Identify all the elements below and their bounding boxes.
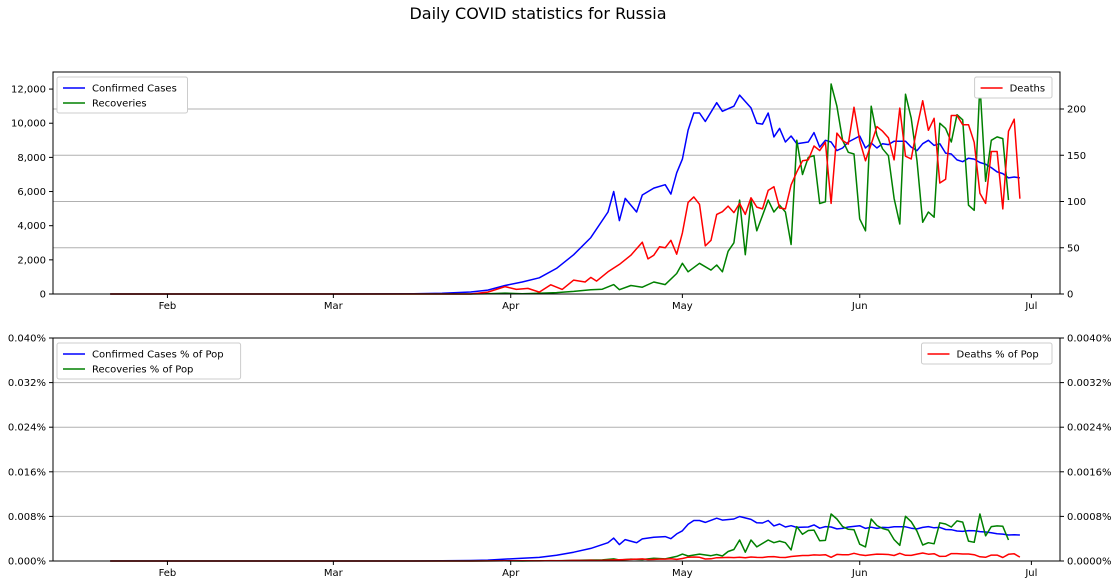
x-tick-label: Feb (159, 568, 177, 579)
series-line-confirmed-cases-of-pop (110, 515, 1020, 562)
legend-box (56, 76, 188, 114)
x-tick-label: Jul (1024, 301, 1037, 312)
top-panel: Feb Mar Apr May Jun Jul 0 2,000 4,000 6,000 8,000 1… (11, 71, 1086, 312)
series-line-deaths (110, 99, 1021, 295)
x-tick-label: May (672, 301, 693, 312)
legend-left: Confirmed Cases % of Pop Recoveries % of … (56, 342, 242, 380)
y-left-tick-label: 0.016% (8, 467, 46, 478)
series-line-confirmed-cases (110, 94, 1021, 295)
y-left-tick-label: 10,000 (11, 119, 46, 130)
y-left-tick-label: 0.000% (8, 557, 46, 568)
y-right-tick-label: 50 (1067, 243, 1080, 254)
x-tick-label: Mar (324, 301, 344, 312)
legend-label-recoveries: Recoveries (92, 99, 147, 110)
y-right-tick-label: 0.0032% (1067, 378, 1112, 389)
x-tick-label: Jun (851, 301, 868, 312)
legend-label-confirmed-cases-of-pop: Confirmed Cases % of Pop (92, 350, 224, 361)
y-left-tick-label: 12,000 (11, 85, 46, 96)
y-left-tick-label: 0 (40, 290, 46, 301)
legend-box (921, 342, 1053, 365)
y-right-tick-label: 0.0000% (1067, 557, 1112, 568)
legend-box (56, 342, 242, 380)
y-left-tick-label: 6,000 (17, 187, 46, 198)
x-tick-label: Feb (159, 301, 177, 312)
y-right-tick-label: 0.0016% (1067, 467, 1112, 478)
axes-frame (52, 71, 1061, 295)
y-left-tick-label: 0.032% (8, 378, 46, 389)
y-left-tick-label: 8,000 (17, 153, 46, 164)
bottom-panel: Feb Mar Apr May Jun Jul 0.000% 0.008% 0.016% 0.02… (8, 334, 1112, 580)
y-left-tick-label: 2,000 (17, 255, 46, 266)
y-right-tick-label: 0 (1067, 290, 1073, 301)
legend-label-confirmed-cases: Confirmed Cases (92, 84, 177, 95)
y-left-tick-label: 0.040% (8, 334, 46, 345)
y-right-tick-label: 200 (1067, 105, 1086, 116)
y-right-tick-label: 0.0040% (1067, 334, 1112, 345)
x-tick-label: Apr (502, 568, 520, 579)
legend-right: Deaths % of Pop (921, 342, 1053, 365)
x-tick-label: May (672, 568, 693, 579)
legend-label-recoveries-of-pop: Recoveries % of Pop (92, 365, 193, 376)
legend-right: Deaths (974, 76, 1053, 99)
series-line-deaths-of-pop (110, 552, 1021, 562)
x-tick-label: Apr (502, 301, 520, 312)
x-tick-label: Jul (1024, 568, 1037, 579)
y-right-tick-label: 0.0008% (1067, 512, 1112, 523)
x-tick-label: Jun (851, 568, 868, 579)
x-tick-label: Mar (324, 568, 344, 579)
y-right-tick-label: 150 (1067, 151, 1086, 162)
y-right-tick-label: 0.0024% (1067, 423, 1112, 434)
legend-label-deaths-of-pop: Deaths % of Pop (957, 350, 1039, 361)
chart-title: Daily COVID statistics for Russia (409, 4, 667, 23)
axes-frame (52, 337, 1061, 562)
y-left-tick-label: 0.024% (8, 423, 46, 434)
series-line-recoveries (110, 83, 1010, 295)
y-left-tick-label: 4,000 (17, 221, 46, 232)
legend-left: Confirmed Cases Recoveries (56, 76, 188, 114)
y-left-tick-label: 0.008% (8, 512, 46, 523)
legend-box (974, 76, 1053, 99)
legend-label-deaths: Deaths (1010, 84, 1045, 95)
y-right-tick-label: 100 (1067, 197, 1086, 208)
